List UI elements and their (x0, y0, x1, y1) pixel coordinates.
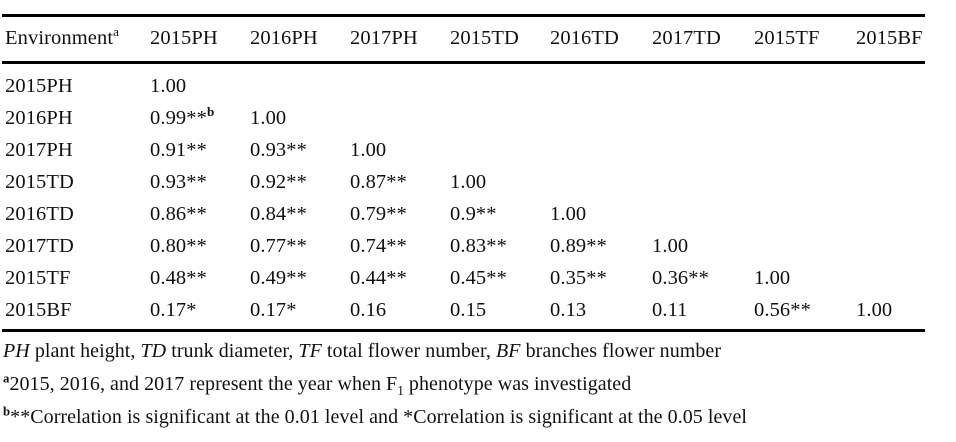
table-row: 2015BF 0.17* 0.17* 0.16 0.15 0.13 0.11 0… (0, 294, 956, 326)
row-header-2015td: 2015TD (5, 171, 74, 193)
column-header-2016ph: 2016PH (250, 27, 318, 49)
cell-r6-c1: 0.48** (150, 267, 207, 289)
footnote-abbreviations: PH plant height, TD trunk diameter, TF t… (3, 336, 721, 366)
table-row: 2016TD 0.86** 0.84** 0.79** 0.9** 1.00 (0, 198, 956, 230)
table-row: 2015PH 1.00 (0, 70, 956, 102)
abbr-bf: BF (496, 340, 521, 362)
cell-r5-c6: 1.00 (652, 235, 689, 257)
row-header-2017ph: 2017PH (5, 139, 73, 161)
cell-r2-c1: 0.91** (150, 139, 207, 161)
footnote-marker-b: b (206, 104, 215, 120)
cell-r1-c2: 1.00 (250, 107, 287, 129)
row-header-2016td: 2016TD (5, 203, 74, 225)
cell-r1-c1: 0.99**b (150, 102, 214, 134)
cell-r7-c5: 0.13 (550, 299, 587, 321)
cell-r3-c3: 0.87** (350, 171, 407, 193)
footnote-a-marker: a (3, 371, 10, 386)
cell-r7-c8: 1.00 (856, 299, 893, 321)
cell-r2-c3: 1.00 (350, 139, 387, 161)
f1-subscript: 1 (397, 383, 404, 398)
table-row: 2016PH 0.99**b 1.00 (0, 102, 956, 134)
column-header-2015ph: 2015PH (150, 27, 218, 49)
cell-r6-c3: 0.44** (350, 267, 407, 289)
cell-r5-c3: 0.74** (350, 235, 407, 257)
table-header-row: Environmenta 2015PH 2016PH 2017PH 2015TD… (0, 22, 956, 54)
column-header-2015tf: 2015TF (754, 27, 820, 49)
table-row: 2015TF 0.48** 0.49** 0.44** 0.45** 0.35*… (0, 262, 956, 294)
table-row: 2015TD 0.93** 0.92** 0.87** 1.00 (0, 166, 956, 198)
cell-r2-c2: 0.93** (250, 139, 307, 161)
cell-r7-c7: 0.56** (754, 299, 811, 321)
cell-r3-c4: 1.00 (450, 171, 487, 193)
table-rule-top (2, 14, 925, 17)
footnote-a: a2015, 2016, and 2017 represent the year… (3, 369, 631, 399)
footnote-b-text: **Correlation is significant at the 0.01… (10, 406, 748, 428)
cell-r3-c1: 0.93** (150, 171, 207, 193)
column-header-2015td: 2015TD (450, 27, 519, 49)
row-header-2017td: 2017TD (5, 235, 74, 257)
cell-r7-c1: 0.17* (150, 299, 197, 321)
cell-r4-c3: 0.79** (350, 203, 407, 225)
abbr-ph: PH (3, 340, 30, 362)
footnote-marker-a: a (113, 24, 120, 40)
cell-r1-c1-value: 0.99** (150, 107, 207, 129)
cell-r7-c2: 0.17* (250, 299, 297, 321)
cell-r5-c5: 0.89** (550, 235, 607, 257)
footnote-b: b**Correlation is significant at the 0.0… (3, 402, 747, 432)
column-header-2015bf: 2015BF (856, 27, 923, 49)
cell-r5-c4: 0.83** (450, 235, 507, 257)
cell-r7-c3: 0.16 (350, 299, 387, 321)
cell-r6-c6: 0.36** (652, 267, 709, 289)
cell-r4-c1: 0.86** (150, 203, 207, 225)
table-rule-header (2, 61, 925, 64)
row-header-2016ph: 2016PH (5, 107, 73, 129)
cell-r3-c2: 0.92** (250, 171, 307, 193)
abbr-tf: TF (298, 340, 322, 362)
column-header-2016td: 2016TD (550, 27, 619, 49)
cell-r5-c1: 0.80** (150, 235, 207, 257)
cell-r4-c4: 0.9** (450, 203, 497, 225)
cell-r5-c2: 0.77** (250, 235, 307, 257)
table-row: 2017TD 0.80** 0.77** 0.74** 0.83** 0.89*… (0, 230, 956, 262)
cell-r7-c4: 0.15 (450, 299, 487, 321)
abbr-ph-text: plant height, (29, 340, 141, 362)
column-header-environment-label: Environment (5, 27, 114, 49)
cell-r4-c2: 0.84** (250, 203, 307, 225)
abbr-bf-text: branches flower number (520, 340, 722, 362)
cell-r0-c1: 1.00 (150, 75, 187, 97)
row-header-2015bf: 2015BF (5, 299, 72, 321)
cell-r4-c5: 1.00 (550, 203, 587, 225)
abbr-td: TD (140, 340, 167, 362)
column-header-2017ph: 2017PH (350, 27, 418, 49)
abbr-tf-text: total flower number, (321, 340, 496, 362)
cell-r6-c4: 0.45** (450, 267, 507, 289)
cell-r6-c2: 0.49** (250, 267, 307, 289)
row-header-2015ph: 2015PH (5, 75, 73, 97)
footnote-a-text-before: 2015, 2016, and 2017 represent the year … (9, 373, 398, 395)
table-rule-bottom (2, 329, 925, 332)
abbr-td-text: trunk diameter, (166, 340, 299, 362)
table-row: 2017PH 0.91** 0.93** 1.00 (0, 134, 956, 166)
cell-r6-c7: 1.00 (754, 267, 791, 289)
row-header-2015tf: 2015TF (5, 267, 71, 289)
column-header-environment: Environmenta (5, 22, 119, 54)
footnote-a-text-after: phenotype was investigated (403, 373, 632, 395)
cell-r7-c6: 0.11 (652, 299, 688, 321)
footnote-b-marker: b (3, 404, 11, 419)
column-header-2017td: 2017TD (652, 27, 721, 49)
cell-r6-c5: 0.35** (550, 267, 607, 289)
